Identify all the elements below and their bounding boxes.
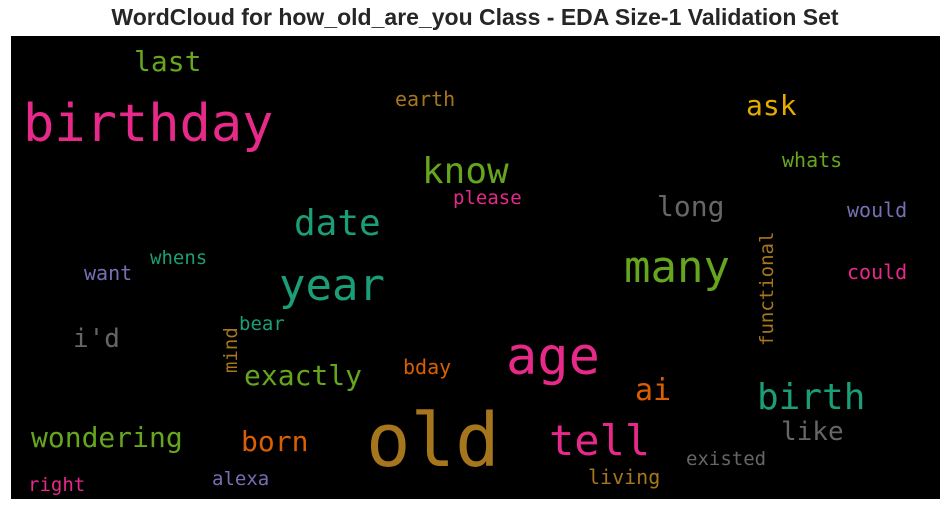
word-ask: ask — [746, 89, 797, 122]
word-right: right — [28, 474, 86, 496]
word-born: born — [241, 425, 309, 458]
wordcloud-panel: old birthday age many year tell know birth date w… — [11, 36, 940, 499]
word-living: living — [588, 465, 661, 489]
word-tell: tell — [549, 416, 651, 465]
word-want: want — [84, 261, 133, 285]
word-like: like — [781, 417, 844, 447]
word-could: could — [847, 260, 908, 284]
word-last: last — [134, 45, 202, 78]
word-long: long — [657, 190, 725, 223]
word-please: please — [453, 187, 522, 209]
word-know: know — [422, 151, 509, 192]
word-old: old — [366, 398, 500, 484]
word-id: i'd — [73, 324, 120, 354]
word-would: would — [847, 198, 908, 222]
word-bear: bear — [239, 313, 285, 335]
word-functional: functional — [756, 231, 778, 346]
word-ai: ai — [635, 373, 672, 408]
word-age: age — [506, 327, 600, 387]
chart-title: WordCloud for how_old_are_you Class - ED… — [111, 4, 839, 30]
word-date: date — [294, 203, 381, 244]
word-alexa: alexa — [212, 468, 270, 490]
word-birthday: birthday — [23, 94, 274, 154]
word-birth: birth — [757, 377, 866, 418]
word-mind: mind — [220, 327, 242, 373]
word-earth: earth — [395, 87, 456, 111]
word-many: many — [624, 242, 730, 293]
word-whens: whens — [150, 247, 208, 269]
word-exactly: exactly — [244, 359, 363, 392]
word-year: year — [279, 260, 385, 311]
word-wondering: wondering — [31, 421, 183, 454]
word-whats: whats — [782, 148, 843, 172]
word-bday: bday — [403, 355, 452, 379]
word-existed: existed — [686, 448, 767, 470]
